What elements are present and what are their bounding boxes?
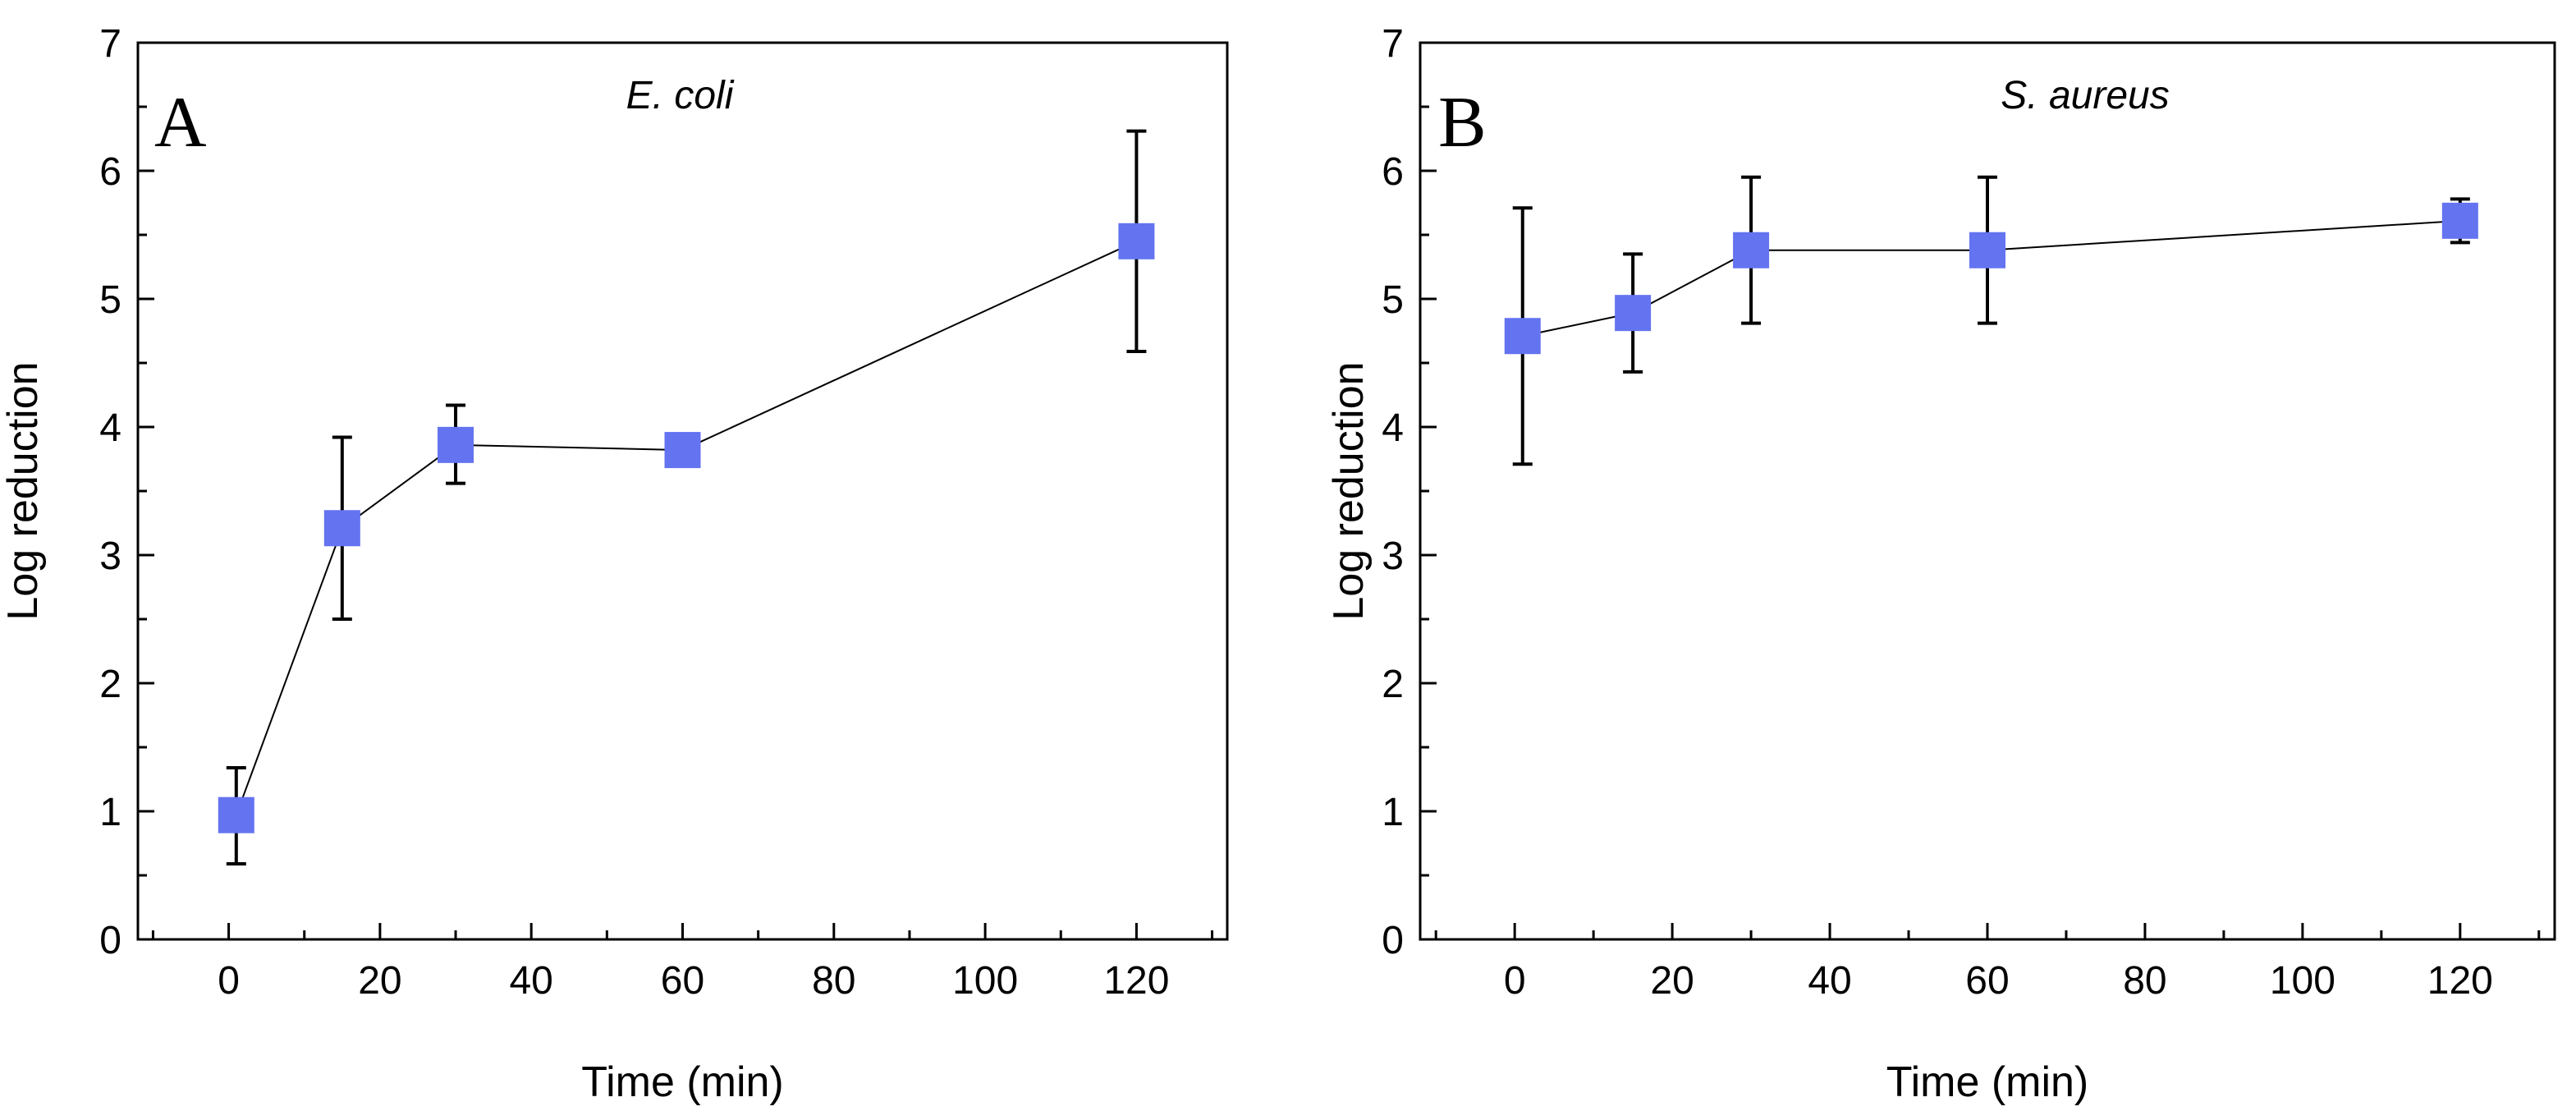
data-point [664, 432, 701, 469]
y-axis-title: Log reduction [0, 361, 47, 620]
x-tick-label: 100 [952, 959, 1018, 1003]
y-tick-label: 3 [99, 535, 121, 578]
series-line [235, 240, 1137, 816]
x-tick-label: 80 [812, 959, 855, 1003]
data-point [1504, 318, 1541, 355]
y-tick-label: 1 [99, 791, 121, 834]
data-point [1969, 232, 2005, 269]
x-tick-label: 20 [358, 959, 401, 1003]
data-point [1733, 232, 1770, 269]
x-tick-label: 40 [509, 959, 552, 1003]
organism-label: S. aureus [2001, 74, 2169, 117]
y-tick-label: 7 [99, 22, 121, 66]
data-point [438, 426, 474, 463]
panel-letter: A [154, 83, 207, 163]
x-tick-label: 60 [661, 959, 704, 1003]
data-point [218, 797, 254, 833]
y-tick-label: 2 [99, 663, 121, 706]
chart-panel-a: 0 1 2 3 4 5 6 7 0 20 40 60 80 100 120 Time (min) Log red… [0, 22, 1229, 1106]
x-tick-label: 20 [1650, 959, 1694, 1003]
y-tick-label: 5 [1382, 278, 1404, 322]
data-point [2441, 202, 2478, 239]
y-axis-title: Log reduction [1325, 361, 1373, 620]
x-tick-label: 100 [2270, 959, 2335, 1003]
data-point [323, 510, 360, 547]
organism-label: E. coli [626, 74, 735, 117]
y-tick-label: 6 [99, 150, 121, 194]
x-tick-label: 120 [2427, 959, 2493, 1003]
panel-letter: B [1438, 83, 1487, 163]
x-tick-label: 80 [2123, 959, 2166, 1003]
x-axis-title: Time (min) [581, 1058, 784, 1106]
y-tick-label: 7 [1382, 22, 1404, 66]
y-tick-label: 4 [99, 406, 121, 450]
y-tick-label: 2 [1382, 663, 1404, 706]
y-tick-label: 3 [1382, 535, 1404, 578]
y-tick-label: 4 [1382, 406, 1404, 450]
data-point [1118, 223, 1155, 259]
x-tick-label: 60 [1965, 959, 2009, 1003]
y-tick-label: 6 [1382, 150, 1404, 194]
data-point [1615, 295, 1652, 332]
plot-frame [136, 41, 1229, 941]
y-tick-label: 0 [1382, 919, 1404, 962]
x-tick-label: 40 [1808, 959, 1851, 1003]
chart-panel-b: 0 1 2 3 4 5 6 7 0 20 40 60 80 100 120 Time (min) Log red… [1325, 22, 2556, 1106]
x-tick-label: 0 [218, 959, 240, 1003]
x-tick-label: 120 [1103, 959, 1169, 1003]
x-tick-label: 0 [1504, 959, 1526, 1003]
y-tick-label: 5 [99, 278, 121, 322]
y-tick-label: 1 [1382, 791, 1404, 834]
y-tick-label: 0 [99, 919, 121, 962]
x-axis-title: Time (min) [1886, 1058, 2089, 1106]
